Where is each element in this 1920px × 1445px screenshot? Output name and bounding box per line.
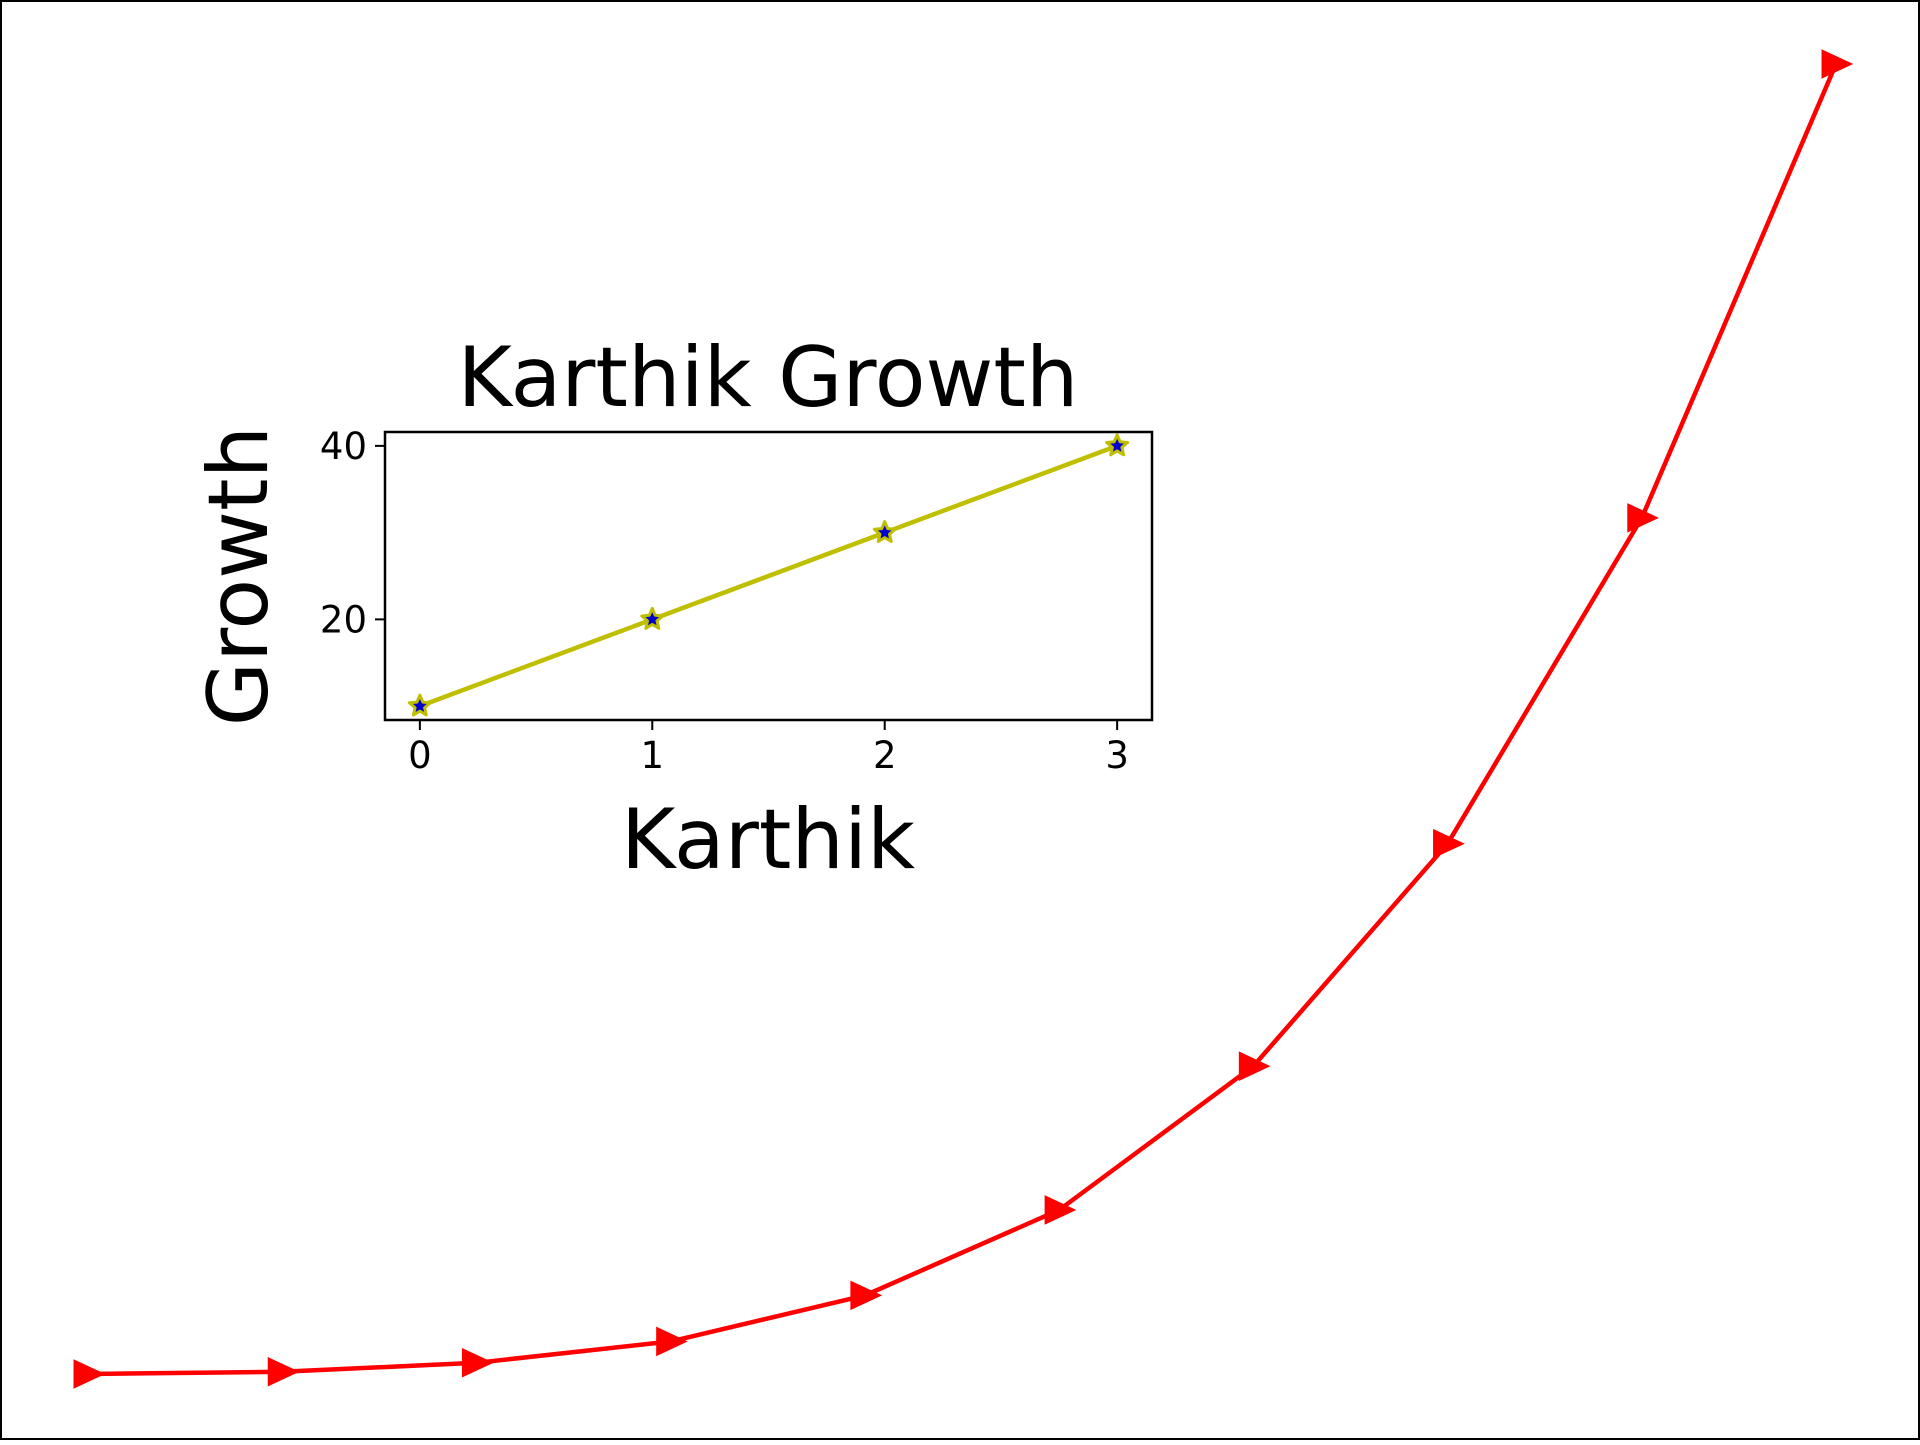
- inset-marker: [872, 520, 897, 543]
- inset-x-ticks: 0 1 2 3: [408, 720, 1129, 777]
- main-marker: [850, 1280, 883, 1311]
- main-marker: [1821, 49, 1854, 79]
- main-plot: [73, 49, 1854, 1389]
- inset-x-tick-label: 3: [1105, 734, 1129, 777]
- inset-marker: [407, 693, 432, 717]
- main-marker: [1044, 1195, 1077, 1225]
- main-marker: [1238, 1051, 1271, 1081]
- inset-y-tick-label: 40: [320, 425, 367, 468]
- main-series-markers: [73, 49, 1854, 1389]
- inset-series-line: [419, 443, 1118, 709]
- main-marker: [1627, 503, 1659, 533]
- inset-series-markers: [407, 433, 1130, 717]
- inset-title: Karthik Growth: [457, 329, 1078, 426]
- main-marker: [461, 1347, 494, 1378]
- inset-x-tick-label: 0: [408, 734, 432, 777]
- inset-marker: [640, 606, 665, 630]
- main-series-line: [87, 63, 1839, 1377]
- inset-y-tick-label: 20: [320, 598, 367, 641]
- inset-y-axis-label: Growth: [190, 426, 287, 726]
- main-marker: [267, 1356, 300, 1387]
- main-marker: [656, 1326, 688, 1357]
- inset-marker: [1105, 433, 1130, 457]
- main-marker: [1433, 828, 1465, 859]
- inset-x-tick-label: 1: [641, 734, 665, 777]
- main-marker: [73, 1359, 106, 1389]
- inset-x-tick-label: 2: [873, 734, 897, 777]
- inset-x-axis-label: Karthik: [621, 791, 915, 888]
